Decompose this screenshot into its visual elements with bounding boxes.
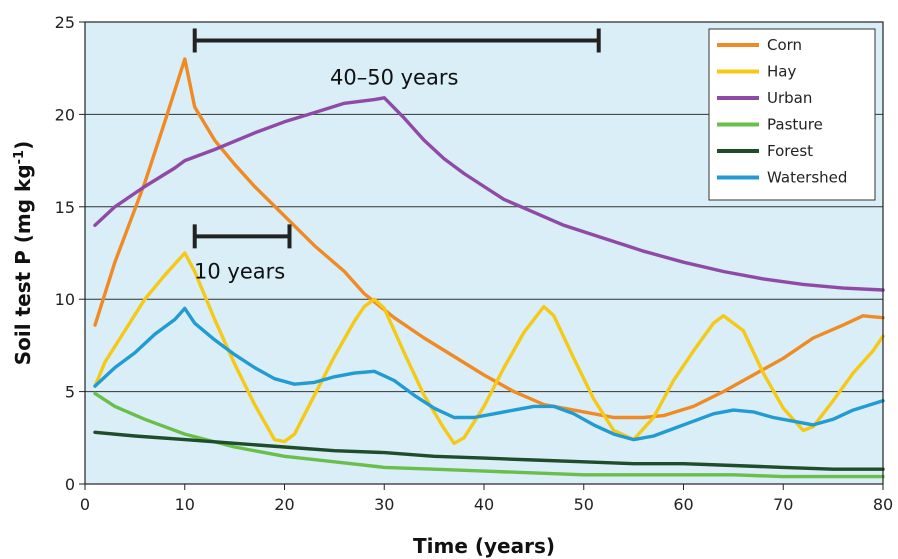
series-line-corn	[93, 57, 885, 420]
legend-label: Urban	[767, 89, 812, 107]
legend-label: Hay	[767, 63, 796, 81]
x-tick-label: 20	[274, 495, 294, 514]
y-axis-ticks: 0 5 10 15 20 25	[55, 13, 85, 494]
series-line-urban	[93, 96, 885, 292]
annotation-bracket-0: 40–50 years	[192, 28, 601, 89]
y-axis-title-main: Soil test P (mg kg	[11, 164, 35, 365]
legend-label: Forest	[767, 142, 813, 160]
annotation-label: 10 years	[194, 259, 285, 283]
legend-item-forest: Forest	[717, 142, 813, 160]
x-tick-label: 60	[673, 495, 693, 514]
x-tick-label: 40	[474, 495, 494, 514]
legend: Corn Hay Urban Pasture Forest Watershed	[708, 28, 876, 201]
series-line-pasture	[93, 391, 885, 479]
legend-item-urban: Urban	[717, 89, 812, 107]
y-tick-label: 5	[65, 383, 75, 402]
annotation-bracket-1: 10 years	[192, 224, 292, 283]
y-tick-label: 15	[55, 198, 75, 217]
x-axis-title: Time (years)	[413, 534, 555, 558]
x-tick-label: 30	[374, 495, 394, 514]
x-tick-label: 10	[175, 495, 195, 514]
x-axis-ticks: 0 10 20 30 40 50 60 70 80	[80, 484, 893, 514]
x-tick-label: 0	[80, 495, 90, 514]
y-axis-title: Soil test P (mg kg-1)	[11, 141, 35, 365]
annotations: 40–50 years 10 years	[192, 28, 601, 283]
gridlines	[85, 113, 883, 393]
legend-item-corn: Corn	[717, 36, 802, 54]
plot-frame	[84, 21, 884, 485]
legend-label: Corn	[767, 36, 802, 54]
x-tick-label: 50	[574, 495, 594, 514]
y-tick-label: 0	[65, 475, 75, 494]
x-tick-label: 80	[873, 495, 893, 514]
legend-item-pasture: Pasture	[717, 116, 823, 134]
series-line-watershed	[93, 306, 885, 442]
legend-label: Watershed	[767, 169, 847, 187]
series-lines	[93, 57, 885, 479]
legend-box	[708, 28, 876, 201]
legend-item-watershed: Watershed	[717, 169, 847, 187]
y-tick-label: 10	[55, 290, 75, 309]
series-line-forest	[93, 430, 885, 471]
x-tick-label: 70	[773, 495, 793, 514]
y-tick-label: 20	[55, 105, 75, 124]
legend-label: Pasture	[767, 116, 823, 134]
y-tick-label: 25	[55, 13, 75, 32]
annotation-label: 40–50 years	[330, 65, 458, 89]
y-axis-title-superscript: -1	[12, 150, 27, 164]
legend-item-hay: Hay	[717, 63, 796, 81]
y-axis-title-close: )	[11, 141, 35, 150]
